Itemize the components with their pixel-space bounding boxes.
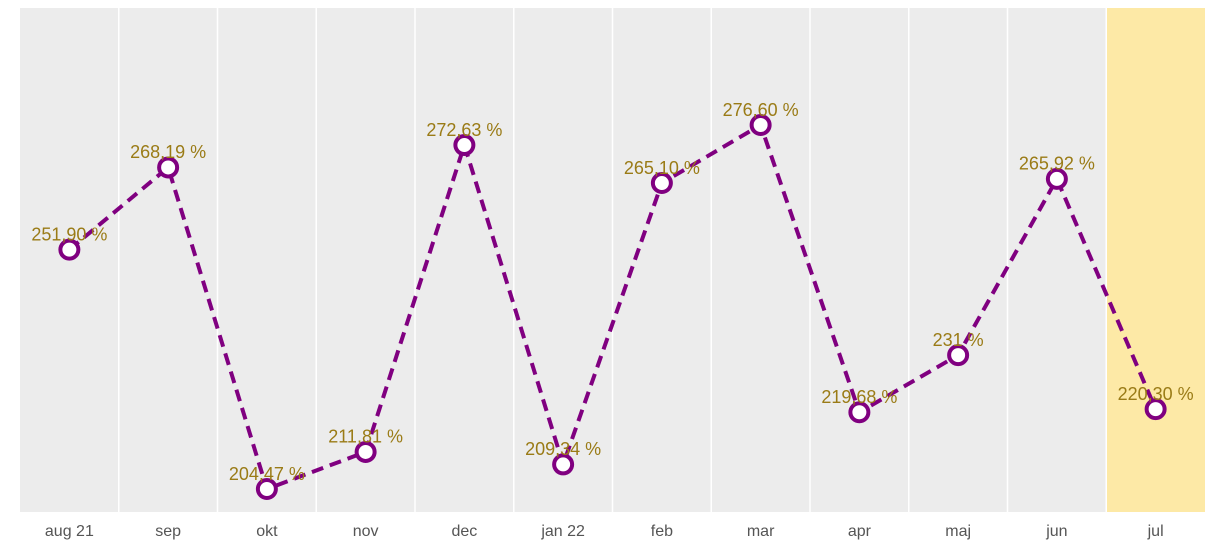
x-tick-label: maj [945, 523, 971, 540]
x-tick-label: sep [155, 523, 181, 540]
data-point [58, 238, 81, 261]
data-label: 265,10 % [624, 158, 700, 178]
x-tick-label: okt [256, 523, 278, 540]
data-label: 204,47 % [229, 464, 305, 484]
x-tick-label: jun [1045, 523, 1067, 540]
data-point [650, 172, 673, 195]
x-tick-label: jul [1147, 523, 1164, 540]
data-label: 231 % [933, 330, 984, 350]
data-point [453, 134, 476, 157]
data-point [552, 453, 575, 476]
data-label: 265,92 % [1019, 154, 1095, 174]
data-label: 268,19 % [130, 142, 206, 162]
data-point [749, 114, 772, 136]
data-label: 220,30 % [1118, 384, 1194, 404]
x-tick-label: nov [353, 523, 379, 540]
data-point [848, 401, 871, 424]
data-label: 219,68 % [821, 387, 897, 407]
data-label: 211,81 % [328, 427, 403, 447]
x-tick-label: dec [451, 523, 477, 540]
data-point [1144, 398, 1167, 421]
highlight-column [1106, 8, 1205, 512]
data-line [68, 122, 1158, 492]
data-point [255, 478, 278, 500]
data-label: 209,34 % [525, 439, 601, 459]
data-point [354, 440, 377, 463]
data-label: 276,60 % [723, 100, 799, 120]
x-tick-label: feb [651, 523, 673, 540]
data-label: 272,63 % [426, 120, 502, 140]
data-point [157, 156, 180, 179]
x-tick-label: jan 22 [540, 523, 585, 540]
data-label: 251,90 % [31, 224, 107, 244]
data-point [947, 344, 970, 367]
data-point [1045, 167, 1068, 190]
x-tick-label: aug 21 [45, 523, 94, 540]
x-tick-label: mar [747, 523, 775, 540]
x-tick-label: apr [848, 523, 872, 540]
